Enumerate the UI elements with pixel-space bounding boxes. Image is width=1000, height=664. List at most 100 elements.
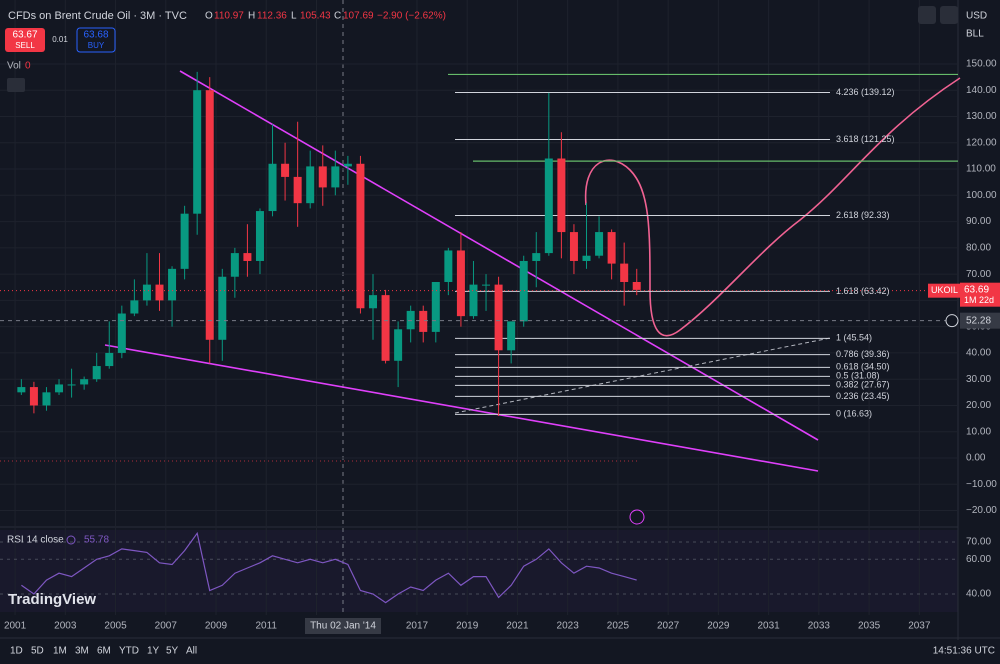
- y-tick-label: 110.00: [966, 164, 996, 175]
- candle-body: [469, 284, 478, 317]
- unit[interactable]: BLL: [966, 29, 984, 40]
- candle-body: [92, 366, 101, 380]
- y-tick-label: 70.00: [966, 269, 991, 280]
- candle-body: [155, 284, 164, 301]
- x-tick-label: 2037: [908, 621, 931, 632]
- currency[interactable]: USD: [966, 11, 987, 22]
- x-tick-label: 2017: [406, 621, 429, 632]
- trend-line-lower: [104, 344, 819, 472]
- candle-body: [331, 166, 340, 188]
- range-button[interactable]: YTD: [119, 646, 139, 657]
- y-tick-label: 120.00: [966, 137, 997, 148]
- event-icon[interactable]: [629, 509, 645, 525]
- ohlc-item: O: [205, 11, 213, 22]
- candle-body: [293, 176, 302, 204]
- fib-label: 0 (16.63): [836, 409, 872, 419]
- candle-body: [255, 211, 264, 261]
- candle-body: [544, 158, 553, 254]
- y-tick-label: 130.00: [966, 111, 997, 122]
- screenshot-button[interactable]: [940, 6, 958, 24]
- vol-label: Vol: [7, 61, 21, 72]
- range-button[interactable]: 1D: [10, 646, 23, 657]
- fib-label: 0.5 (31.08): [836, 371, 880, 381]
- candle-body: [105, 352, 114, 367]
- ohlc-item: L: [291, 11, 297, 22]
- ohlc-item: −2.90 (−2.62%): [377, 11, 446, 22]
- fib-label: 3.618 (121.25): [836, 134, 895, 144]
- sell-label: SELL: [15, 41, 35, 50]
- candle-body: [456, 250, 465, 317]
- crosshair-label: Thu 02 Jan '14: [310, 621, 376, 632]
- candle-body: [205, 90, 214, 340]
- down-button[interactable]: [918, 6, 936, 24]
- candle-body: [356, 163, 365, 309]
- trend-line-upper: [179, 70, 819, 441]
- candle-body: [394, 329, 403, 361]
- symbol-tag: UKOIL: [931, 285, 958, 295]
- last-price-bg: [960, 282, 1000, 307]
- candle-body: [582, 255, 591, 261]
- x-tick-label: 2023: [557, 621, 580, 632]
- candle-body: [482, 284, 491, 286]
- candle-body: [557, 158, 566, 233]
- candle-body: [17, 387, 26, 393]
- ohlc-item: C: [334, 11, 341, 22]
- range-button[interactable]: 5D: [31, 646, 44, 657]
- candle-body: [268, 163, 277, 212]
- candle-body: [632, 281, 641, 290]
- crosshair-plus[interactable]: [945, 314, 959, 328]
- rsi-label: RSI 14 close: [7, 535, 64, 546]
- x-tick-label: 2001: [4, 621, 27, 632]
- rsi-icon: [66, 535, 76, 545]
- ohlc: O 110.97 H 112.36 L 105.43 C 107.69 −2.90 (−2.62…: [205, 11, 446, 22]
- rsi-tick-label: 70.00: [966, 537, 991, 548]
- collapse-button[interactable]: [7, 78, 25, 92]
- candle-body: [29, 387, 38, 406]
- range-button[interactable]: 6M: [97, 646, 111, 657]
- ohlc-item: 105.43: [300, 11, 331, 22]
- rsi-band: [0, 530, 958, 612]
- y-tick-label: 30.00: [966, 374, 991, 385]
- clock: 14:51:36 UTC: [933, 646, 995, 657]
- candle-body: [67, 384, 76, 386]
- candle-body: [180, 213, 189, 269]
- candle-body: [230, 253, 239, 277]
- sell-button[interactable]: [5, 28, 45, 52]
- y-tick-label: −10.00: [966, 479, 997, 490]
- fib-label: 2.618 (92.33): [836, 210, 890, 220]
- buy-price: 63.68: [83, 30, 108, 41]
- rsi-tick-label: 40.00: [966, 589, 991, 600]
- y-tick-label: 40.00: [966, 348, 991, 359]
- buy-label: BUY: [88, 41, 105, 50]
- ohlc-item: H: [248, 11, 255, 22]
- y-tick-label: 0.00: [966, 453, 986, 464]
- rsi-value: 55.78: [84, 535, 109, 546]
- fib-trend: [454, 337, 831, 414]
- range-button[interactable]: 3M: [75, 646, 89, 657]
- candle-body: [494, 284, 503, 351]
- rsi-tick-label: 60.00: [966, 554, 991, 565]
- y-tick-label: 10.00: [966, 426, 991, 437]
- buy-button[interactable]: [76, 27, 116, 53]
- y-tick-label: 140.00: [966, 85, 997, 96]
- candle-body: [507, 321, 516, 351]
- range-button[interactable]: All: [186, 646, 197, 657]
- freehand-drawing: [584, 77, 961, 337]
- x-tick-label: 2003: [54, 621, 77, 632]
- rsi-line: [21, 531, 637, 604]
- range-button[interactable]: 5Y: [166, 646, 179, 657]
- ohlc-item: 107.69: [343, 11, 374, 22]
- x-tick-label: 2031: [757, 621, 780, 632]
- fib-label: 1 (45.54): [836, 333, 872, 343]
- fib-label: 0.618 (34.50): [836, 362, 890, 372]
- candle-body: [431, 281, 440, 332]
- candle-body: [444, 250, 453, 282]
- y-tick-label: −20.00: [966, 505, 997, 516]
- range-button[interactable]: 1Y: [147, 646, 160, 657]
- candle-body: [142, 284, 151, 301]
- candle-body: [281, 163, 290, 177]
- candle-body: [406, 310, 415, 330]
- range-button[interactable]: 1M: [53, 646, 67, 657]
- candle-body: [168, 268, 177, 301]
- candle-body: [620, 263, 629, 282]
